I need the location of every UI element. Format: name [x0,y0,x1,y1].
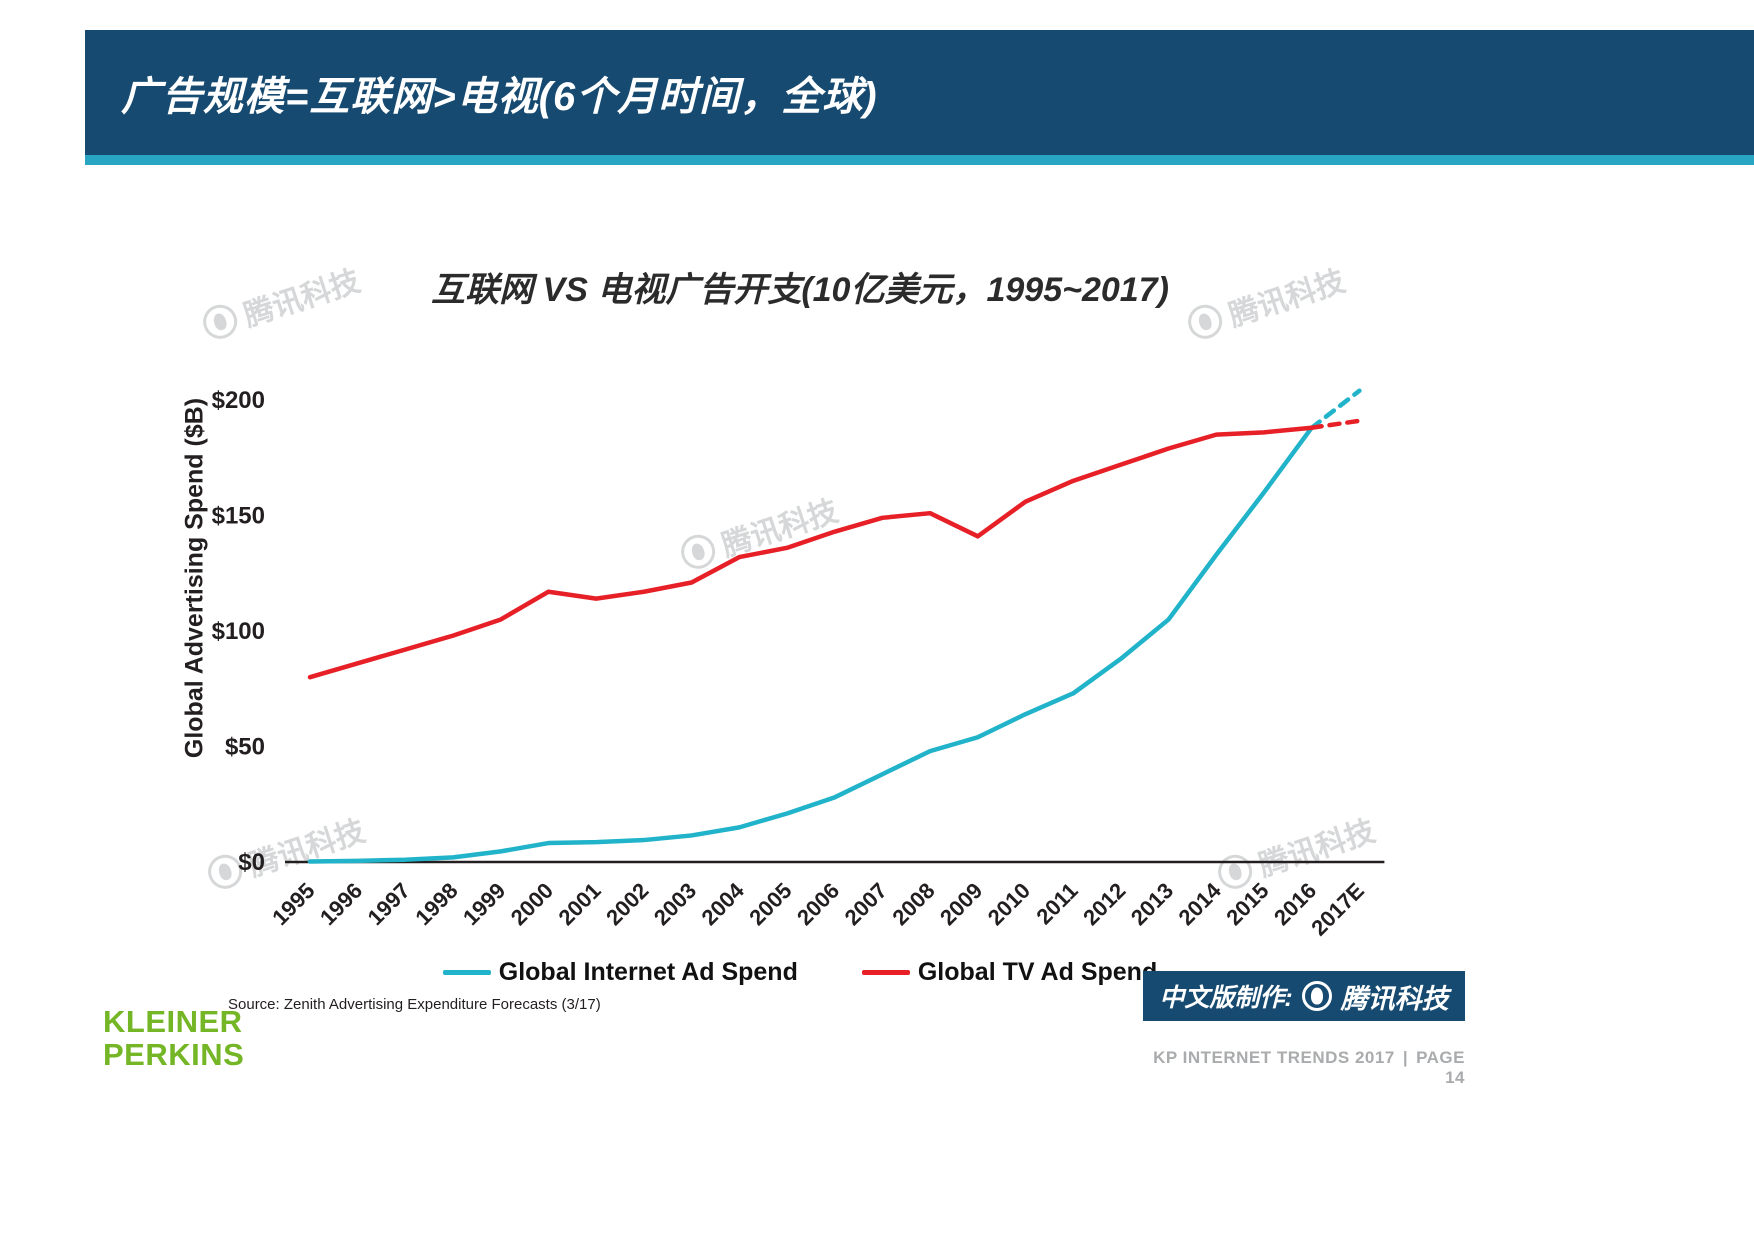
tencent-logo-icon [1301,981,1332,1011]
svg-text:$50: $50 [225,734,265,761]
svg-text:2005: 2005 [744,878,796,930]
svg-text:2007: 2007 [840,878,892,930]
legend-item-tv: Global TV Ad Spend [861,958,1158,987]
page-footer: KP INTERNET TRENDS 2017 | PAGE 14 [1143,1048,1465,1088]
svg-text:2010: 2010 [983,878,1035,930]
kp-logo-line1: KLEINER [103,1004,243,1039]
kp-logo-line2: PERKINS [103,1037,245,1072]
legend-item-internet: Global Internet Ad Spend [442,958,798,987]
legend-label-tv: Global TV Ad Spend [917,958,1158,986]
svg-text:1999: 1999 [458,878,510,930]
svg-text:2006: 2006 [792,878,844,930]
svg-text:$150: $150 [212,503,265,530]
svg-text:2009: 2009 [935,878,987,930]
svg-text:2002: 2002 [601,878,653,930]
internet-line-swatch [442,970,491,975]
page-footer-separator: | [1402,1048,1409,1067]
svg-text:2000: 2000 [506,878,558,930]
source-note: Source: Zenith Advertising Expenditure F… [228,996,601,1013]
svg-text:2017E: 2017E [1306,878,1369,940]
svg-text:2001: 2001 [553,878,605,930]
line-chart: $0$50$100$150$20019951996199719981999200… [212,387,1385,940]
header-bar: 广告规模=互联网>电视(6个月时间，全球) [85,30,1754,155]
page-footer-title: KP INTERNET TRENDS 2017 [1153,1048,1395,1067]
svg-text:$0: $0 [238,849,265,876]
credit-label: 中文版制作: [1159,984,1293,1012]
svg-text:$100: $100 [212,618,265,645]
svg-text:2011: 2011 [1031,878,1082,929]
tencent-credit-box: 中文版制作: 腾讯科技 [1143,971,1465,1021]
svg-text:2003: 2003 [649,878,701,930]
svg-text:1998: 1998 [410,878,462,930]
svg-text:2012: 2012 [1078,878,1130,930]
svg-text:2015: 2015 [1221,878,1273,930]
svg-text:2013: 2013 [1126,878,1178,930]
chart-title: 互联网 VS 电视广告开支(10亿美元，1995~2017) [431,271,1169,309]
svg-text:1996: 1996 [315,878,367,930]
svg-text:1995: 1995 [267,878,319,930]
kleiner-perkins-logo: KLEINER PERKINS [103,1005,244,1071]
svg-text:1997: 1997 [363,878,415,930]
credit-brand: 腾讯科技 [1340,983,1449,1014]
tv-line-swatch [861,970,910,975]
accent-stripe [85,155,1754,165]
svg-text:2014: 2014 [1174,877,1227,930]
slide-title: 广告规模=互联网>电视(6个月时间，全球) [121,74,878,119]
page-number: PAGE 14 [1416,1048,1465,1087]
svg-text:$200: $200 [212,387,265,414]
svg-text:2008: 2008 [887,878,939,930]
svg-text:2004: 2004 [697,877,750,930]
tencent-logo-icon [198,300,242,344]
legend-label-internet: Global Internet Ad Spend [498,958,798,986]
chart-legend: Global Internet Ad Spend Global TV Ad Sp… [350,958,1250,987]
